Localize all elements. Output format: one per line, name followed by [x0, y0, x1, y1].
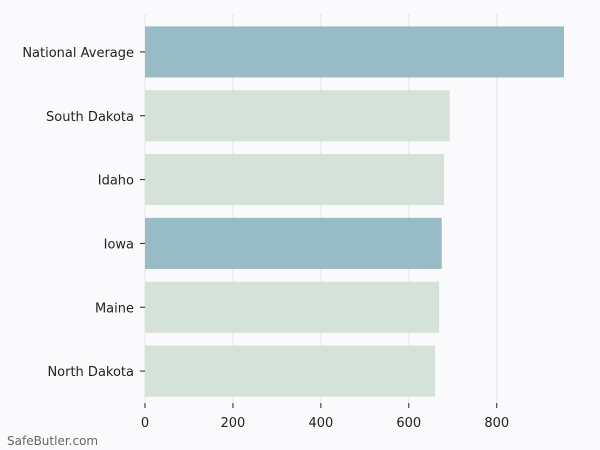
x-tick-label: 600: [396, 416, 421, 431]
x-tick-label: 0: [141, 416, 149, 431]
bar: [145, 281, 440, 333]
category-label: Idaho: [98, 174, 134, 189]
category-label: National Average: [22, 46, 134, 61]
bar: [145, 90, 450, 142]
axes: 0 200 400 600 800 National Average South Dakot…: [22, 46, 509, 431]
x-tick-label: 400: [308, 416, 333, 431]
bars: [145, 26, 564, 397]
category-label: Maine: [95, 301, 134, 316]
gridlines: [144, 14, 498, 403]
category-label: North Dakota: [47, 365, 134, 380]
bar: [145, 217, 442, 269]
category-label: Iowa: [104, 237, 134, 252]
bar: [145, 26, 564, 78]
bar: [145, 154, 444, 206]
watermark-text: SafeButler.com: [7, 434, 99, 448]
bar: [145, 345, 436, 397]
x-tick-label: 200: [221, 416, 246, 431]
x-tick-label: 800: [484, 416, 509, 431]
category-label: South Dakota: [46, 110, 134, 125]
